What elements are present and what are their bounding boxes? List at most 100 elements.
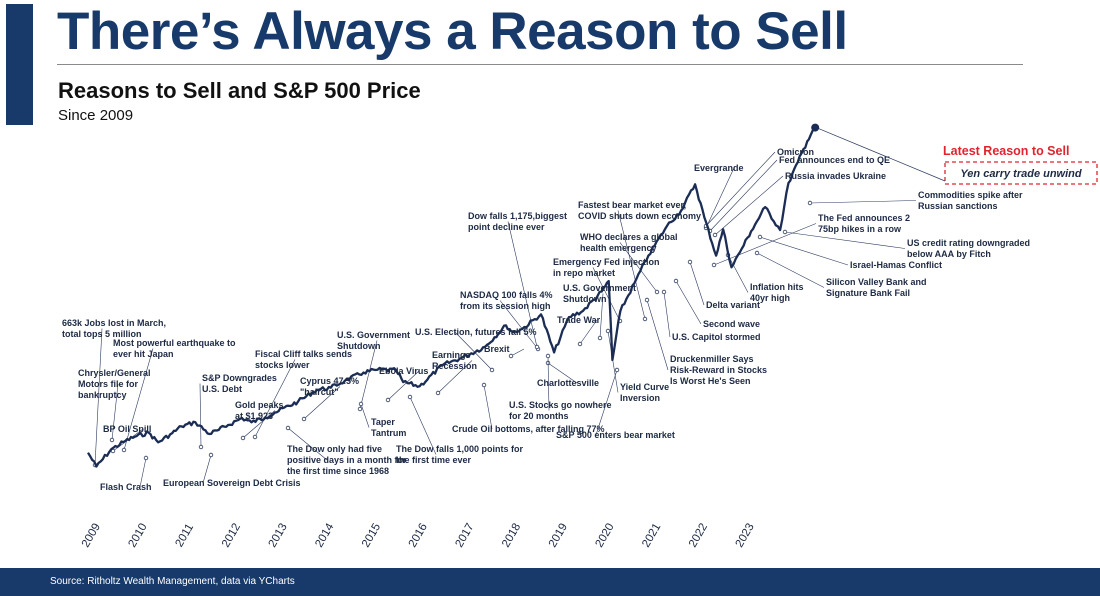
- annotation-line: Shutdown: [563, 294, 607, 304]
- annotation-line: Fed announces end to QE: [779, 155, 890, 165]
- annotation-point: [597, 335, 603, 341]
- annotation-point: [508, 353, 514, 359]
- x-tick-label: 2021: [640, 521, 663, 549]
- annotation-label: European Sovereign Debt Crisis: [163, 478, 301, 488]
- annotation-label: U.S. Government Shutdown: [563, 283, 636, 304]
- annotation-connector: [387, 370, 420, 401]
- annotation-point: [661, 289, 667, 295]
- annotation-line: "haircut": [300, 387, 339, 397]
- annotation-line: ever hit Japan: [113, 349, 174, 359]
- annotation-point: [807, 200, 813, 206]
- annotation-connector: [94, 328, 103, 466]
- annotation-label: Druckenmiller Says Risk-Reward in Stocks I…: [670, 354, 767, 386]
- annotation-connector: [709, 159, 778, 232]
- annotation-label: Crude Oil bottoms, after falling 77%: [452, 424, 605, 434]
- annotation-point: [109, 437, 115, 443]
- annotation-point: [252, 434, 258, 440]
- annotation-connector: [756, 252, 825, 288]
- annotation-line: Druckenmiller Says: [670, 354, 754, 364]
- annotation-line: Inversion: [620, 393, 660, 403]
- annotation-line: positive days in a month for: [287, 455, 407, 465]
- annotation-line: health emergency: [580, 243, 657, 253]
- x-tick-label: 2011: [173, 522, 196, 549]
- annotation-point: [143, 455, 149, 461]
- annotation-line: in repo market: [553, 268, 615, 278]
- x-tick-label: 2013: [267, 521, 290, 549]
- annotation-connector: [592, 267, 621, 322]
- annotation-connector: [359, 340, 378, 410]
- annotation-line: S&P Downgrades: [202, 373, 277, 383]
- annotation-line: below AAA by Fitch: [907, 249, 991, 259]
- annotation-connector: [123, 348, 154, 451]
- annotation-point: [673, 278, 679, 284]
- annotation-connector: [714, 175, 784, 236]
- annotation-line: BP Oil Spill: [103, 424, 151, 434]
- annotation-line: WHO declares a global: [580, 232, 678, 242]
- x-tick-label: 2022: [687, 521, 710, 549]
- annotation-label: Ebola Virus: [379, 366, 428, 376]
- annotation-line: Trade War: [557, 315, 601, 325]
- annotation-point: [757, 234, 763, 240]
- annotation-line: S&P 500 enters bear market: [556, 430, 675, 440]
- annotation-point: [782, 229, 788, 235]
- annotation-label: Inflation hits 40yr high: [750, 282, 804, 303]
- annotation-label: Cyprus 47.5% "haircut": [300, 376, 359, 397]
- annotation-connector: [595, 369, 618, 436]
- annotation-line: Inflation hits: [750, 282, 804, 292]
- annotation-connector: [663, 291, 671, 338]
- annotation-line: 40yr high: [750, 293, 790, 303]
- annotation-label: The Fed announces 2 75bp hikes in a row: [818, 213, 910, 234]
- annotation-label: Delta variant: [706, 300, 760, 310]
- annotation-line: Silicon Valley Bank and: [826, 277, 927, 287]
- annotation-line: bankruptcy: [78, 390, 127, 400]
- annotation-line: from its session high: [460, 301, 551, 311]
- x-tick-label: 2023: [734, 521, 757, 549]
- x-tick-label: 2014: [313, 521, 336, 550]
- x-axis: 2009 2010 2011 2012 2013 2014 2015 2016 2017 2018…: [80, 521, 757, 550]
- x-tick-label: 2015: [360, 521, 383, 549]
- annotation-line: The Dow falls 1,000 points for: [396, 444, 524, 454]
- annotation-label: Russia invades Ukraine: [785, 171, 886, 181]
- annotation-label: Fiscal Cliff talks sends stocks lower: [255, 349, 352, 370]
- annotation-label: Earnings Recession: [432, 350, 477, 371]
- annotation-line: Fiscal Cliff talks sends: [255, 349, 352, 359]
- x-tick-label: 2017: [453, 521, 476, 549]
- annotation-label: Chrysler/General Motors file for bankruptc…: [78, 368, 151, 400]
- annotation-label: Fed announces end to QE: [779, 155, 890, 165]
- page-title: There’s Always a Reason to Sell: [57, 2, 848, 61]
- annotation-line: Signature Bank Fail: [826, 288, 910, 298]
- annotation-label: WHO declares a global health emergency: [580, 232, 678, 253]
- latest-reason-box: [944, 161, 1098, 185]
- annotation-connector: [759, 236, 849, 266]
- annotation-point: [711, 262, 717, 268]
- annotation-connector: [437, 360, 473, 394]
- annotation-line: 75bp hikes in a row: [818, 224, 902, 234]
- annotation-line: Yield Curve: [620, 382, 669, 392]
- annotation-line: Flash Crash: [100, 482, 152, 492]
- annotation-connector: [199, 383, 202, 448]
- annotation-connector: [202, 454, 212, 484]
- annotation-label: The Dow only had five positive days in a …: [287, 444, 407, 476]
- annotation-line: Fastest bear market ever,: [578, 200, 686, 210]
- annotation-connector: [454, 331, 493, 371]
- annotation-connector: [713, 223, 817, 266]
- annotation-connector: [499, 300, 539, 350]
- annotation-label: S&P Downgrades U.S. Debt: [202, 373, 277, 394]
- annotation-line: Brexit: [484, 344, 510, 354]
- annotation-connector: [705, 151, 776, 227]
- annotation-line: Evergrande: [694, 163, 744, 173]
- x-tick-label: 2018: [500, 521, 523, 549]
- annotation-connector: [579, 319, 598, 345]
- annotation-line: Gold peaks: [235, 400, 284, 410]
- annotation-line: Russia invades Ukraine: [785, 171, 886, 181]
- annotation-line: point decline ever: [468, 222, 545, 232]
- annotation-label: Taper Tantrum: [371, 417, 406, 438]
- annotation-line: COVID shuts down economy: [578, 211, 701, 221]
- latest-reason-text: Yen carry trade unwind: [960, 168, 1082, 180]
- annotation-label: Second wave: [703, 319, 760, 329]
- annotation-connector: [619, 242, 658, 293]
- annotation-connectors: [92, 151, 917, 488]
- annotation-connector: [139, 457, 147, 488]
- annotation-label: Flash Crash: [100, 482, 152, 492]
